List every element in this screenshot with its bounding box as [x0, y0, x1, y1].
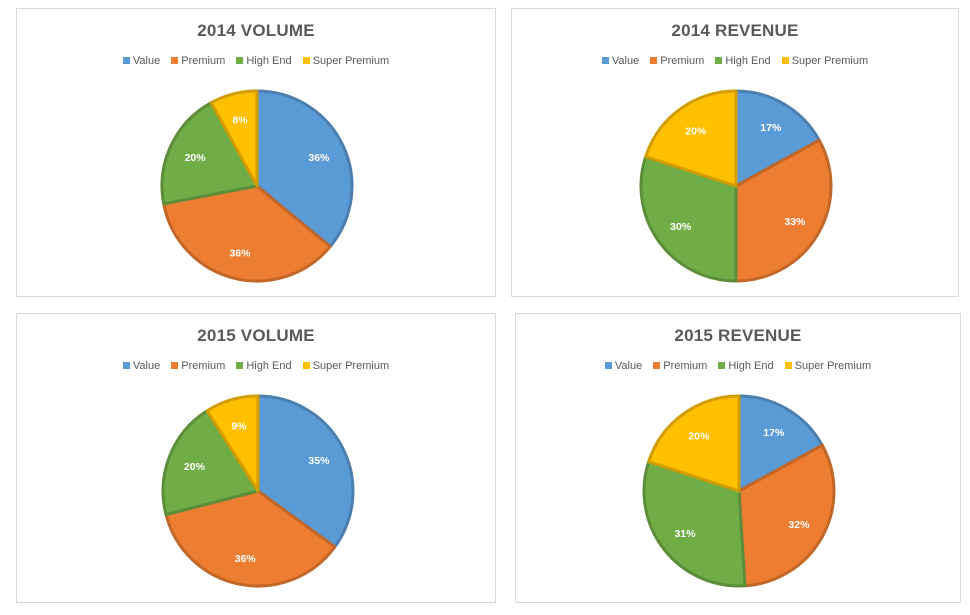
- legend-item-super-premium: Super Premium: [302, 360, 390, 372]
- pie-slice-high-end: [642, 460, 747, 588]
- legend-item-premium: Premium: [171, 360, 225, 372]
- chart-panel-2015-volume: 2015 VOLUME Value Premium High End Super…: [16, 313, 496, 603]
- pie-slice-premium: [164, 489, 337, 588]
- legend: Value Premium High End Super Premium: [17, 55, 495, 67]
- legend-label: Super Premium: [312, 55, 390, 67]
- pie-slice-high-end: [160, 101, 259, 206]
- legend-label: High End: [246, 360, 292, 372]
- data-label-premium: 32%: [788, 519, 810, 531]
- pie-slice-value: [255, 89, 354, 249]
- legend-swatch-super-premium: [781, 57, 789, 64]
- legend-label: Super Premium: [791, 55, 869, 67]
- legend: Value Premium High End Super Premium: [17, 360, 495, 372]
- legend-label: High End: [246, 55, 292, 67]
- legend-swatch-premium: [653, 362, 661, 369]
- legend-label: Value: [614, 360, 643, 372]
- data-label-value: 36%: [308, 152, 330, 164]
- chart-panel-2014-volume: 2014 VOLUME Value Premium High End Super…: [16, 8, 496, 297]
- legend-swatch-value: [604, 362, 612, 369]
- data-label-super-premium: 20%: [685, 126, 707, 138]
- legend-item-high-end: High End: [236, 360, 292, 372]
- legend-swatch-premium: [650, 57, 658, 64]
- data-label-high-end: 31%: [674, 528, 696, 540]
- data-label-super-premium: 20%: [688, 431, 710, 443]
- legend-swatch-super-premium: [784, 362, 792, 369]
- legend-swatch-high-end: [236, 362, 244, 369]
- pie-slice-premium: [737, 443, 836, 588]
- legend-swatch-high-end: [715, 57, 723, 64]
- pie-slice-super-premium: [209, 89, 259, 188]
- data-label-premium: 36%: [229, 247, 251, 259]
- legend-label: High End: [725, 55, 771, 67]
- data-label-high-end: 20%: [184, 461, 206, 473]
- legend-item-premium: Premium: [650, 55, 704, 67]
- legend-swatch-super-premium: [302, 57, 310, 64]
- legend-swatch-super-premium: [302, 362, 310, 369]
- legend-swatch-high-end: [236, 57, 244, 64]
- data-label-super-premium: 8%: [232, 115, 248, 127]
- legend-item-super-premium: Super Premium: [781, 55, 869, 67]
- legend-item-high-end: High End: [718, 360, 774, 372]
- legend-label: Value: [611, 55, 640, 67]
- chart-title: 2015 VOLUME: [197, 326, 315, 345]
- pie-slice-premium: [734, 138, 833, 283]
- legend-item-super-premium: Super Premium: [302, 55, 390, 67]
- legend-label: Premium: [181, 55, 226, 67]
- pie-slice-super-premium: [205, 394, 260, 493]
- legend-item-value: Value: [601, 55, 640, 67]
- legend-label: Value: [132, 360, 161, 372]
- pie-slice-super-premium: [644, 89, 738, 188]
- chart-title: 2014 VOLUME: [197, 21, 315, 40]
- data-label-value: 35%: [308, 455, 330, 467]
- legend-item-value: Value: [122, 55, 161, 67]
- legend-label: Value: [132, 55, 161, 67]
- legend-item-value: Value: [122, 360, 161, 372]
- legend-swatch-premium: [171, 57, 179, 64]
- legend: Value Premium High End Super Premium: [516, 360, 960, 372]
- pie-chart: 17% 32% 31% 20%: [642, 394, 836, 588]
- data-label-value: 17%: [760, 122, 782, 134]
- chart-title: 2014 REVENUE: [671, 21, 799, 40]
- data-label-super-premium: 9%: [231, 420, 247, 432]
- legend-swatch-premium: [171, 362, 179, 369]
- pie-chart: 17% 33% 30% 20%: [639, 89, 833, 283]
- legend-swatch-high-end: [718, 362, 726, 369]
- legend-item-premium: Premium: [171, 55, 225, 67]
- pie-slice-value: [256, 394, 355, 549]
- chart-title: 2015 REVENUE: [674, 326, 802, 345]
- pie-slice-high-end: [639, 155, 738, 283]
- legend-label: Super Premium: [794, 360, 872, 372]
- legend-label: Premium: [181, 360, 226, 372]
- legend-label: Premium: [663, 360, 708, 372]
- pie-chart: 36% 36% 20% 8%: [160, 89, 354, 283]
- legend: Value Premium High End Super Premium: [512, 55, 958, 67]
- legend-item-value: Value: [604, 360, 643, 372]
- legend-label: High End: [728, 360, 774, 372]
- pie-slice-high-end: [161, 409, 260, 517]
- data-label-value: 17%: [763, 427, 785, 439]
- data-label-premium: 33%: [784, 216, 806, 228]
- legend-label: Premium: [660, 55, 705, 67]
- pie-chart: 35% 36% 20% 9%: [161, 394, 355, 588]
- data-label-premium: 36%: [235, 553, 257, 565]
- legend-item-premium: Premium: [653, 360, 707, 372]
- legend-item-high-end: High End: [715, 55, 771, 67]
- pie-slice-value: [734, 89, 821, 188]
- data-label-high-end: 30%: [670, 221, 692, 233]
- pie-slice-super-premium: [647, 394, 741, 493]
- pie-slice-value: [737, 394, 824, 493]
- chart-panel-2014-revenue: 2014 REVENUE Value Premium High End Supe…: [511, 8, 959, 297]
- pie-slice-premium: [162, 184, 332, 283]
- legend-swatch-value: [601, 57, 609, 64]
- legend-swatch-value: [122, 57, 130, 64]
- legend-item-super-premium: Super Premium: [784, 360, 872, 372]
- legend-label: Super Premium: [312, 360, 390, 372]
- chart-panel-2015-revenue: 2015 REVENUE Value Premium High End Supe…: [515, 313, 961, 603]
- data-label-high-end: 20%: [185, 152, 207, 164]
- legend-item-high-end: High End: [236, 55, 292, 67]
- legend-swatch-value: [122, 362, 130, 369]
